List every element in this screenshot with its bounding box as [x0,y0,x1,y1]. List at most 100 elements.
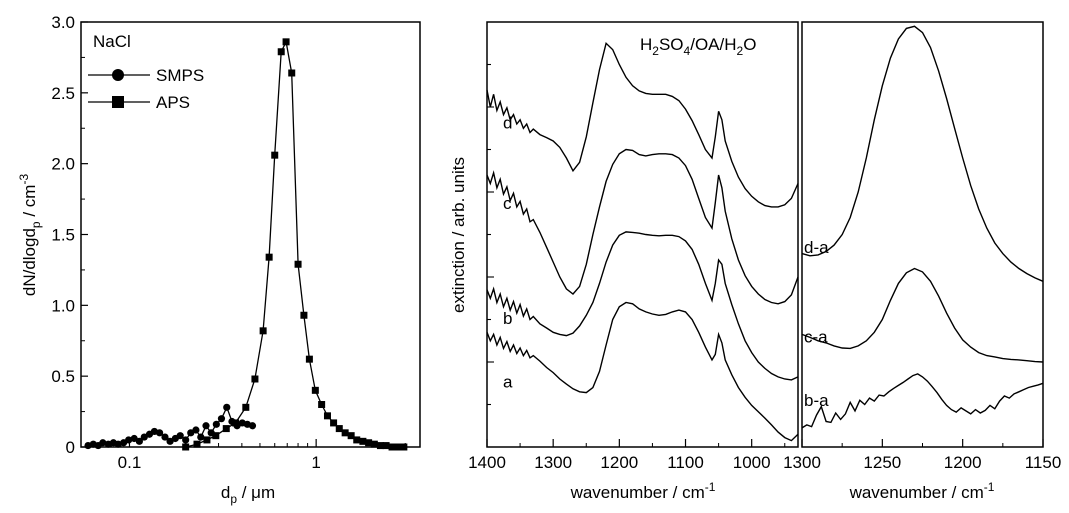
series-label-c-a: c-a [804,327,828,346]
point-aps [311,386,319,394]
panel-c-xlabel: wavenumber / cm-1 [849,480,995,502]
panel-a-xtick-label: 1 [311,453,320,472]
point-aps [341,429,349,437]
point-aps [318,401,326,408]
panel-a-ytick-label: 3.0 [51,13,75,32]
point-aps [182,443,190,451]
panel-c-xtick-label: 1250 [863,453,901,472]
point-aps [265,253,273,261]
point-smps [125,436,133,444]
point-smps [135,437,143,445]
panel-c-xtick-label: 1300 [783,453,821,472]
series-label-d: d [503,113,512,132]
panel-a-ytick-label: 2.5 [51,84,75,103]
legend-title: NaCl [93,32,131,51]
point-smps [197,433,205,441]
panel-b-xtick-label: 1100 [667,453,704,472]
series-line-b [486,231,799,381]
point-aps [300,311,308,319]
panel-a-xlabel: dp / μm [221,483,275,506]
series-line-c-a [801,267,1044,363]
panel-a-ytick-label: 0 [66,438,75,457]
series-line-c [486,148,799,305]
point-aps [277,48,285,56]
point-aps [330,419,338,427]
point-aps [242,403,250,411]
point-smps [202,422,210,430]
point-aps [335,425,343,433]
point-smps [182,436,190,444]
series-line-a [486,301,799,442]
point-smps [192,426,200,434]
point-aps [288,69,296,77]
point-aps [251,375,259,383]
panel-b-xtick-label: 1300 [534,453,572,472]
legend: NaCl SMPS APS [88,32,204,112]
point-aps [365,439,373,447]
point-aps [347,432,355,440]
point-aps [282,38,290,46]
point-aps [212,432,220,440]
panel-b-xlabel: wavenumber / cm-1 [570,480,716,502]
panel-b-annotation: H2SO4/OA/H2O [640,35,756,58]
point-aps [271,151,279,159]
point-aps [382,442,390,450]
series-line-b-a [801,373,1044,429]
panel-c: 1300 1250 1200 1150 b-a c-a d-a [783,25,1062,472]
panel-a: 0 0.5 1.0 1.5 2.0 2.5 3.0 0.1 1 [51,13,408,472]
point-aps [359,437,367,445]
series-label-a: a [503,373,513,392]
series-label-d-a: d-a [804,238,829,257]
legend-marker-smps [112,69,124,81]
point-aps [222,425,230,433]
panel-b: 1400 1300 1200 1100 1000 a b c d [468,41,799,472]
point-smps [223,403,231,411]
series-line-aps [185,39,404,448]
point-aps [394,443,402,451]
panel-b-xtick-label: 1200 [600,453,638,472]
panel-a-ylabel: dN/dlogdp / cm-3 [17,174,43,297]
panel-a-ytick-label: 0.5 [51,367,75,386]
panel-b-xtick-label: 1000 [733,453,771,472]
panel-c-frame [801,21,1044,448]
panel-a-xtick-label: 0.1 [118,453,142,472]
point-aps [259,327,267,335]
panel-a-ytick-label: 1.0 [51,296,75,315]
series-label-b-a: b-a [804,391,829,410]
point-aps [388,443,396,451]
point-smps [176,432,184,440]
panel-b-ylabel: extinction / arb. units [449,157,468,313]
point-aps [193,440,201,448]
series-label-c: c [503,194,512,213]
panel-b-xtick-label: 1400 [468,453,506,472]
panel-c-xtick-label: 1150 [1025,453,1062,472]
legend-label-aps: APS [156,93,190,112]
point-smps [114,440,122,448]
point-aps [323,412,331,420]
point-smps [99,439,107,447]
point-aps [353,436,361,444]
point-aps [400,443,408,451]
point-smps [217,415,226,423]
point-aps [232,419,240,427]
point-smps [155,429,164,437]
point-smps [212,420,220,428]
legend-label-smps: SMPS [156,66,204,85]
panel-c-xtick-label: 1200 [944,453,982,472]
point-smps [248,422,257,430]
series-line-d-a [801,25,1044,282]
point-smps [161,433,169,441]
panel-a-ytick-label: 2.0 [51,155,75,174]
point-aps [305,355,313,363]
point-aps [294,260,302,268]
legend-marker-aps [112,96,124,108]
series-label-b: b [503,309,512,328]
point-aps [203,436,211,444]
panel-a-ytick-label: 1.5 [51,226,75,245]
panel-a-frame [80,21,421,448]
point-aps [376,442,384,450]
point-aps [370,440,378,448]
series-line-d [486,41,799,208]
